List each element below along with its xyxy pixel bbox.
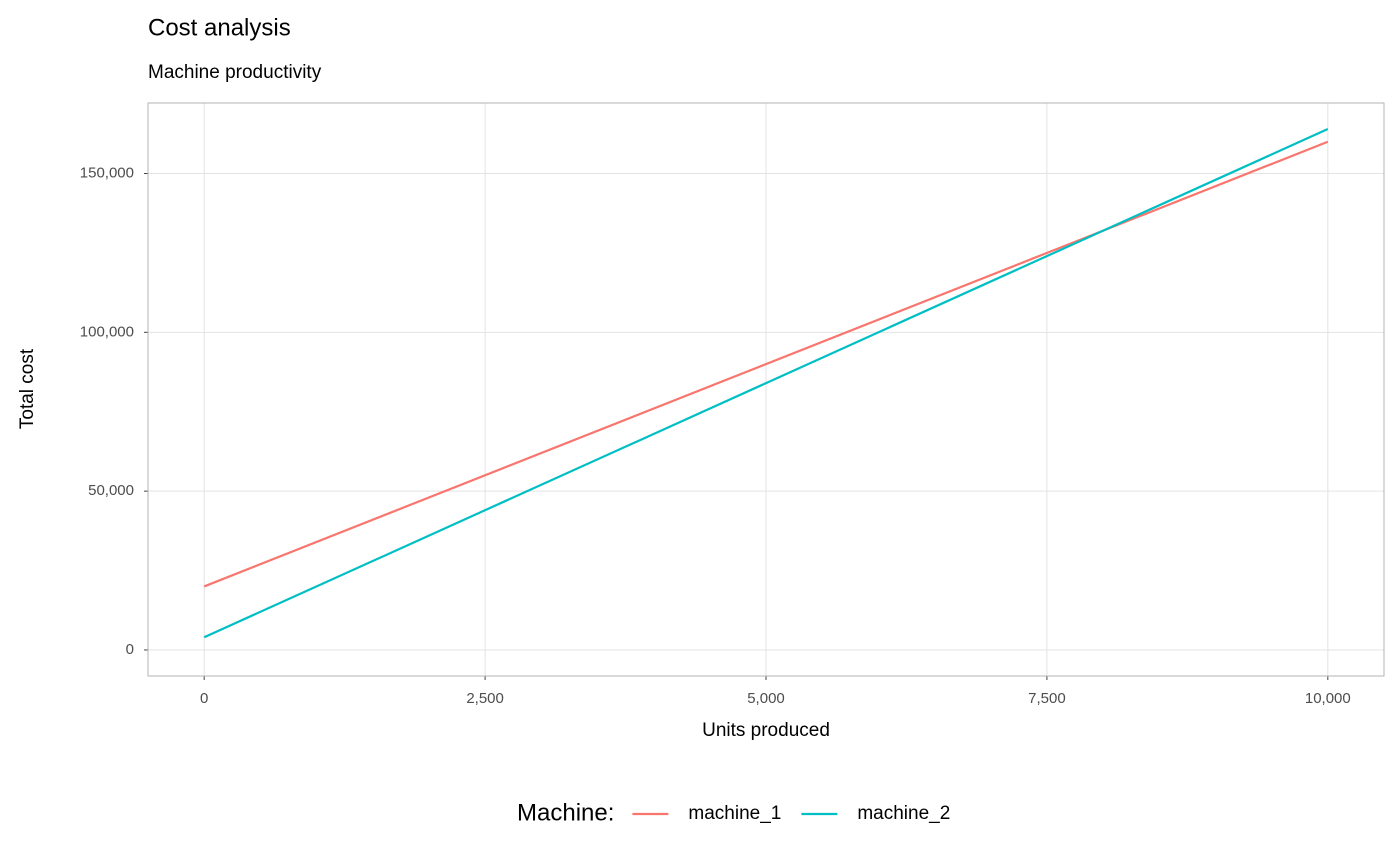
legend-title: Machine: bbox=[517, 799, 614, 826]
line bbox=[203, 128, 1329, 639]
y-tick-label: 50,000 bbox=[88, 482, 134, 499]
x-axis-title: Units produced bbox=[702, 720, 830, 741]
chart-subtitle: Machine productivity bbox=[148, 62, 322, 83]
x-tick-label: 2,500 bbox=[466, 690, 504, 707]
y-tick-label: 150,000 bbox=[80, 164, 134, 181]
y-tick-label: 0 bbox=[126, 641, 134, 658]
line bbox=[203, 140, 1329, 588]
x-tick-label: 7,500 bbox=[1028, 690, 1066, 707]
y-axis-title: Total cost bbox=[17, 348, 38, 429]
x-tick-label: 10,000 bbox=[1305, 690, 1351, 707]
x-tick-label: 5,000 bbox=[747, 690, 785, 707]
x-tick-label: 0 bbox=[200, 690, 208, 707]
legend-label: machine_2 bbox=[857, 803, 950, 824]
legend-label: machine_1 bbox=[688, 803, 781, 824]
y-tick-label: 100,000 bbox=[80, 323, 134, 340]
plot-border bbox=[147, 102, 1385, 677]
chart-title: Cost analysis bbox=[148, 14, 291, 41]
